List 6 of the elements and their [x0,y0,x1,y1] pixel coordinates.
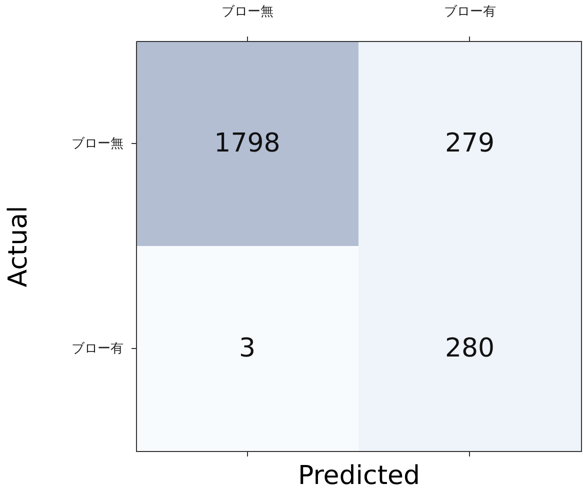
x-axis-title: Predicted [298,461,420,491]
y-axis-title: Actual [4,206,34,288]
data-label: 1798 [214,128,280,158]
data-label: 279 [444,128,495,158]
data-label: 280 [444,334,495,364]
data-label: 3 [238,334,256,364]
